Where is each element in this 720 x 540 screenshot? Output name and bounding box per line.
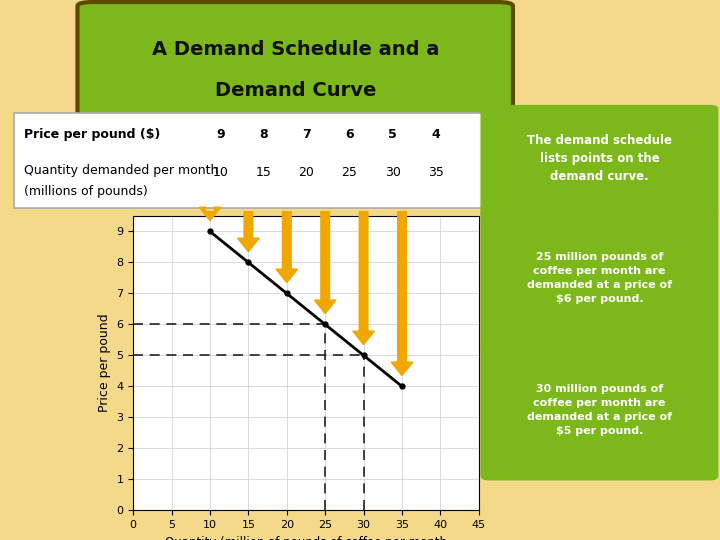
Text: 25 million pounds of
coffee per month are
demanded at a price of
$6 per pound.: 25 million pounds of coffee per month ar…: [527, 252, 672, 304]
FancyBboxPatch shape: [14, 113, 493, 208]
Text: 6: 6: [346, 127, 354, 141]
Text: 25: 25: [341, 166, 358, 179]
Text: 30 million pounds of
coffee per month are
demanded at a price of
$5 per pound.: 30 million pounds of coffee per month ar…: [527, 384, 672, 436]
FancyBboxPatch shape: [480, 105, 719, 217]
Text: Price per pound ($): Price per pound ($): [24, 127, 161, 141]
Y-axis label: Price per pound: Price per pound: [98, 314, 111, 413]
X-axis label: Quantity (million of pounds of coffee per month: Quantity (million of pounds of coffee pe…: [165, 536, 447, 540]
Text: Quantity demanded per month: Quantity demanded per month: [24, 164, 218, 177]
FancyBboxPatch shape: [78, 2, 513, 117]
Text: 5: 5: [388, 127, 397, 141]
Text: 20: 20: [299, 166, 315, 179]
Text: 7: 7: [302, 127, 311, 141]
Text: 8: 8: [259, 127, 268, 141]
Text: (millions of pounds): (millions of pounds): [24, 185, 148, 198]
Text: 4: 4: [431, 127, 440, 141]
Text: 10: 10: [212, 166, 228, 179]
Text: 9: 9: [216, 127, 225, 141]
Text: 35: 35: [428, 166, 444, 179]
Text: Demand Curve: Demand Curve: [215, 81, 376, 100]
Text: A Demand Schedule and a: A Demand Schedule and a: [151, 40, 439, 59]
FancyBboxPatch shape: [480, 208, 719, 348]
Text: The demand schedule
lists points on the
demand curve.: The demand schedule lists points on the …: [527, 134, 672, 183]
Text: 15: 15: [256, 166, 271, 179]
Text: 30: 30: [384, 166, 400, 179]
FancyBboxPatch shape: [480, 340, 719, 481]
